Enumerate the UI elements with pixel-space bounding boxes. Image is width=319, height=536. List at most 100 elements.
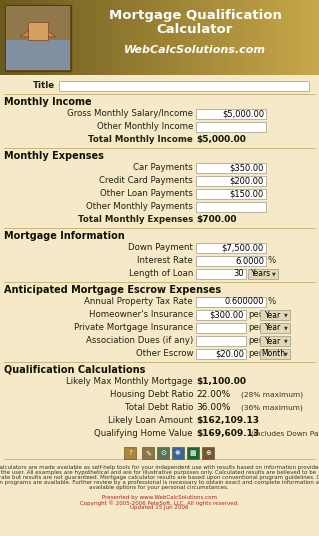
Text: Homeowner's Insurance: Homeowner's Insurance: [89, 310, 193, 319]
Text: Year: Year: [265, 310, 281, 319]
Bar: [271, 0, 277, 75]
Text: ▼: ▼: [284, 339, 288, 344]
Text: ?: ?: [128, 450, 132, 456]
Text: $150.00: $150.00: [230, 190, 264, 198]
Text: Anticipated Mortgage Escrow Expenses: Anticipated Mortgage Escrow Expenses: [4, 285, 221, 295]
Bar: [28, 22, 48, 40]
Bar: [202, 447, 214, 459]
Bar: [218, 0, 224, 75]
Text: Total Monthly Income: Total Monthly Income: [88, 135, 193, 144]
Text: the user. All examples are hypothetical and are for illustrative purposes only. : the user. All examples are hypothetical …: [2, 470, 316, 475]
Bar: [37, 0, 43, 75]
Text: $200.00: $200.00: [230, 176, 264, 185]
Text: Gross Monthly Salary/Income: Gross Monthly Salary/Income: [67, 109, 193, 118]
Bar: [196, 122, 266, 132]
Text: 6.0000: 6.0000: [235, 257, 264, 265]
Bar: [207, 0, 213, 75]
Bar: [85, 0, 91, 75]
Text: Year: Year: [265, 337, 281, 346]
Text: Likely Max Monthly Mortgage: Likely Max Monthly Mortgage: [66, 377, 193, 386]
Bar: [6, 6, 70, 70]
Bar: [26, 0, 33, 75]
Bar: [170, 0, 176, 75]
Bar: [282, 0, 288, 75]
Text: Monthly Income: Monthly Income: [4, 97, 92, 107]
Bar: [117, 0, 123, 75]
Bar: [196, 109, 266, 119]
Bar: [196, 202, 266, 212]
Bar: [138, 0, 144, 75]
Bar: [101, 0, 107, 75]
Text: Month: Month: [261, 349, 285, 359]
Bar: [80, 0, 85, 75]
Text: ▼: ▼: [284, 352, 288, 356]
Bar: [260, 323, 290, 333]
Text: Presented by www.WebCalcSolutions.com: Presented by www.WebCalcSolutions.com: [101, 495, 217, 500]
Bar: [175, 0, 181, 75]
Text: (28% maximum): (28% maximum): [241, 391, 303, 398]
Text: $162,109.13: $162,109.13: [196, 416, 259, 425]
Text: Updated 15 Jun 2006: Updated 15 Jun 2006: [130, 505, 188, 510]
Bar: [64, 0, 70, 75]
Text: Calculator: Calculator: [157, 23, 233, 36]
Bar: [144, 0, 149, 75]
Bar: [187, 447, 199, 459]
Text: 30: 30: [234, 270, 244, 279]
Bar: [314, 0, 319, 75]
Text: Other Escrow: Other Escrow: [136, 349, 193, 358]
Bar: [223, 0, 229, 75]
Bar: [196, 163, 266, 173]
Bar: [196, 256, 266, 266]
Bar: [6, 6, 70, 40]
Text: 22.00%: 22.00%: [196, 390, 230, 399]
Text: Total Debt Ratio: Total Debt Ratio: [125, 403, 193, 412]
Text: Car Payments: Car Payments: [133, 163, 193, 172]
Text: ❋: ❋: [175, 450, 181, 456]
Bar: [11, 0, 17, 75]
Text: per: per: [248, 310, 262, 319]
Bar: [90, 0, 96, 75]
Bar: [260, 310, 290, 320]
Text: Down Payment: Down Payment: [128, 243, 193, 252]
Text: Year: Year: [265, 324, 281, 332]
Bar: [266, 0, 272, 75]
Bar: [202, 0, 208, 75]
Bar: [261, 0, 266, 75]
Text: ▦: ▦: [190, 450, 196, 456]
Bar: [165, 0, 171, 75]
Text: per: per: [248, 336, 262, 345]
Text: Monthly Expenses: Monthly Expenses: [4, 151, 104, 161]
Text: Annual Property Tax Rate: Annual Property Tax Rate: [84, 297, 193, 306]
Bar: [154, 0, 160, 75]
Bar: [69, 0, 75, 75]
Bar: [287, 0, 293, 75]
Bar: [196, 189, 266, 199]
Bar: [196, 243, 266, 253]
Bar: [196, 269, 246, 279]
Bar: [128, 0, 133, 75]
Text: Copyright © 2005-2006 PeteSoft, LLC. All rights reserved.: Copyright © 2005-2006 PeteSoft, LLC. All…: [79, 500, 238, 505]
Bar: [48, 0, 54, 75]
Text: $169,609.13: $169,609.13: [196, 429, 259, 438]
Text: Mortgage Qualification: Mortgage Qualification: [108, 9, 281, 22]
Text: Housing Debt Ratio: Housing Debt Ratio: [109, 390, 193, 399]
Text: WebCalcSolutions.com: WebCalcSolutions.com: [124, 45, 266, 55]
Bar: [245, 0, 250, 75]
Bar: [0, 0, 6, 75]
Bar: [277, 0, 282, 75]
Bar: [0, 75, 319, 536]
Text: Likely Loan Amount: Likely Loan Amount: [108, 416, 193, 425]
Text: %: %: [268, 297, 276, 306]
Bar: [16, 0, 22, 75]
Text: Private Mortgage Insurance: Private Mortgage Insurance: [74, 323, 193, 332]
Polygon shape: [20, 23, 56, 37]
Text: per: per: [248, 323, 262, 332]
Bar: [142, 447, 154, 459]
Bar: [133, 0, 139, 75]
Bar: [181, 0, 187, 75]
Text: ⊕: ⊕: [205, 450, 211, 456]
Bar: [21, 0, 27, 75]
Text: $350.00: $350.00: [230, 163, 264, 173]
Bar: [196, 176, 266, 186]
Bar: [122, 0, 128, 75]
